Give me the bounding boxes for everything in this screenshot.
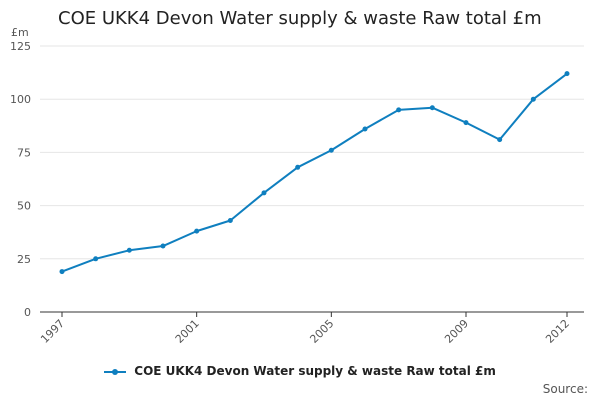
data-point (261, 190, 267, 196)
y-tick-label: 125 (10, 40, 31, 53)
data-point (93, 256, 99, 262)
data-point (295, 164, 301, 170)
x-tick-label: 2012 (543, 317, 572, 346)
y-axis-unit-label: £m (11, 26, 29, 39)
x-tick-label: 2005 (307, 317, 336, 346)
source-label: Source: (542, 382, 588, 396)
data-point (194, 228, 200, 234)
legend[interactable]: COE UKK4 Devon Water supply & waste Raw … (0, 364, 600, 378)
data-point (59, 269, 65, 275)
x-tick-label: 2001 (173, 317, 202, 346)
data-point (227, 217, 233, 223)
y-tick-label: 75 (17, 146, 31, 159)
data-point (497, 137, 503, 143)
data-point (564, 71, 570, 77)
data-point (126, 247, 132, 253)
data-point (463, 120, 469, 126)
series-line (61, 72, 568, 273)
data-point (362, 126, 368, 132)
x-tick-label: 1997 (38, 317, 67, 346)
x-tick-label: 2009 (442, 317, 471, 346)
data-point (530, 96, 536, 102)
data-point (396, 107, 402, 113)
chart-title: COE UKK4 Devon Water supply & waste Raw … (58, 8, 542, 29)
data-point (160, 243, 166, 249)
y-tick-label: 50 (17, 200, 31, 213)
y-tick-label: 25 (17, 253, 31, 266)
data-point (429, 105, 435, 111)
y-tick-label: 0 (24, 306, 31, 319)
legend-series-label: COE UKK4 Devon Water supply & waste Raw … (134, 364, 496, 378)
y-tick-label: 100 (10, 93, 31, 106)
legend-series-marker (104, 367, 127, 377)
data-point (328, 147, 334, 153)
